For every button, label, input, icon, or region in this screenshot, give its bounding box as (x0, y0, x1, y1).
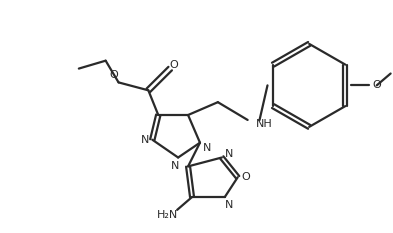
Text: NH: NH (255, 119, 272, 129)
Text: O: O (373, 80, 382, 90)
Text: N: N (141, 135, 150, 145)
Text: N: N (224, 149, 233, 158)
Text: N: N (203, 143, 211, 153)
Text: O: O (241, 172, 250, 182)
Text: N: N (171, 161, 179, 171)
Text: O: O (170, 60, 178, 70)
Text: N: N (224, 200, 233, 210)
Text: O: O (109, 71, 118, 80)
Text: H₂N: H₂N (156, 210, 178, 220)
